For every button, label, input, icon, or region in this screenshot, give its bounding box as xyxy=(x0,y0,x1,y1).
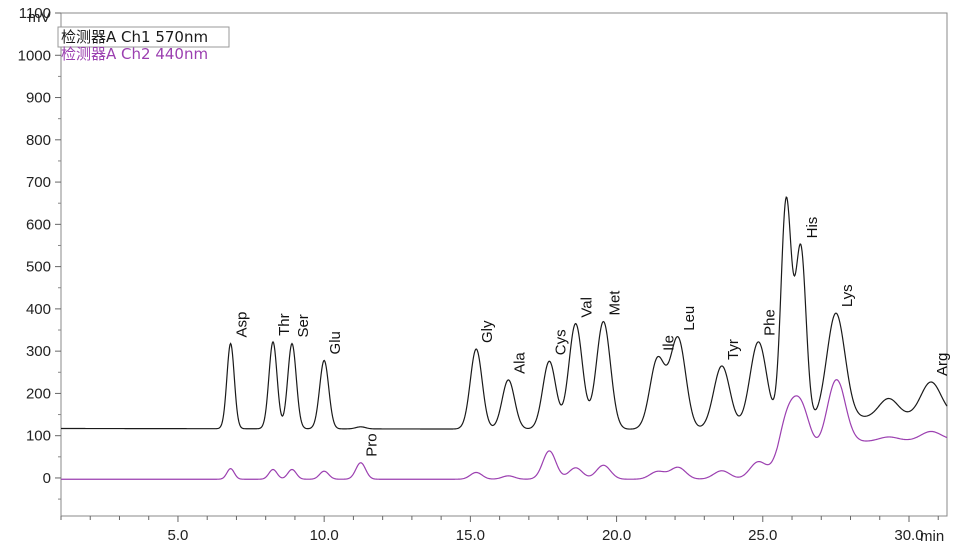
peak-label-leu: Leu xyxy=(681,306,698,331)
x-tick-label: 10.0 xyxy=(310,527,339,544)
series-line-1 xyxy=(61,196,948,430)
x-tick-label: 20.0 xyxy=(602,527,631,544)
peak-label-val: Val xyxy=(579,297,596,318)
peak-label-his: His xyxy=(804,217,821,239)
x-tick-label: 5.0 xyxy=(168,527,189,544)
y-unit-label: mV xyxy=(28,9,51,26)
peak-label-phe: Phe xyxy=(761,309,778,336)
series-line-2 xyxy=(61,379,948,480)
y-axis: 0 100 200 300 400 500 600 700 800 900 1000 1100 xyxy=(18,5,61,500)
x-tick-label: 30.0 xyxy=(894,527,923,544)
peak-label-gly: Gly xyxy=(479,320,496,343)
y-tick-label: 500 xyxy=(26,259,51,276)
y-tick-label: 0 xyxy=(43,470,51,487)
y-tick-label: 300 xyxy=(26,343,51,360)
peak-label-tyr: Tyr xyxy=(725,339,742,360)
y-tick-label: 1100 xyxy=(19,5,51,22)
peak-label-ala: Ala xyxy=(511,352,528,374)
x-tick-label: 25.0 xyxy=(748,527,777,544)
peak-label-ser: Ser xyxy=(295,314,312,337)
peak-label-lys: Lys xyxy=(839,284,856,307)
legend-entry-2: 检测器A Ch2 440nm xyxy=(61,45,208,63)
y-tick-label: 400 xyxy=(26,301,51,318)
y-tick-label: 100 xyxy=(26,428,51,445)
peak-label-asp: Asp xyxy=(234,312,251,338)
legend-box xyxy=(57,26,230,48)
y-tick-label: 1000 xyxy=(18,47,51,64)
y-tick-label: 800 xyxy=(26,132,51,149)
peak-label-thr: Thr xyxy=(276,313,293,336)
peak-label-ile: Ile xyxy=(661,335,678,351)
x-axis: 5.0 10.0 15.0 20.0 25.0 30.0 xyxy=(60,516,939,544)
y-tick-label: 200 xyxy=(26,385,51,402)
y-tick-label: 900 xyxy=(26,90,51,107)
y-tick-label: 700 xyxy=(26,174,51,191)
traces xyxy=(61,196,948,480)
plot-frame xyxy=(60,12,948,517)
peak-label-cys: Cys xyxy=(552,329,569,355)
legend-entry-1: 检测器A Ch1 570nm xyxy=(61,28,208,46)
peak-label-arg: Arg xyxy=(934,353,951,376)
x-unit-label: min xyxy=(920,528,944,545)
y-tick-label: 600 xyxy=(26,216,51,233)
peak-label-glu: Glu xyxy=(327,331,344,354)
x-tick-label: 15.0 xyxy=(456,527,485,544)
peak-label-pro: Pro xyxy=(364,433,381,456)
peak-label-met: Met xyxy=(606,290,623,316)
